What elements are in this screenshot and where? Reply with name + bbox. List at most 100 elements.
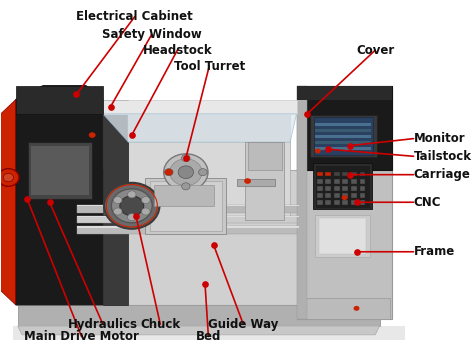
Bar (343, 200, 348, 205)
Polygon shape (16, 170, 384, 305)
Polygon shape (0, 100, 16, 305)
Polygon shape (16, 86, 103, 114)
Text: Main Drive Motor: Main Drive Motor (24, 330, 139, 343)
Bar (334, 193, 340, 198)
Bar (77, 226, 299, 234)
Circle shape (0, 169, 19, 186)
Bar (154, 185, 213, 206)
Polygon shape (16, 86, 103, 305)
Bar (334, 179, 340, 184)
Polygon shape (13, 326, 405, 340)
Bar (317, 179, 323, 184)
Circle shape (120, 196, 144, 216)
Circle shape (3, 173, 13, 182)
Bar (359, 186, 365, 191)
Circle shape (164, 169, 173, 176)
Bar (359, 172, 365, 176)
Polygon shape (297, 86, 392, 170)
Bar (315, 135, 372, 138)
Text: Cover: Cover (356, 44, 394, 57)
Circle shape (104, 183, 159, 229)
Text: Electrical Cabinet: Electrical Cabinet (76, 10, 193, 23)
Circle shape (182, 183, 190, 190)
Bar (359, 179, 365, 184)
Circle shape (170, 159, 202, 186)
Bar (326, 193, 331, 198)
Bar (334, 186, 340, 191)
Bar (315, 165, 370, 208)
Circle shape (114, 208, 122, 215)
Bar (317, 186, 323, 191)
Bar (315, 147, 372, 150)
Circle shape (128, 191, 136, 198)
Bar (77, 216, 299, 223)
Text: Tailstock: Tailstock (413, 150, 472, 163)
Bar (351, 193, 357, 198)
Polygon shape (18, 326, 380, 335)
Bar (359, 200, 365, 205)
Bar (77, 216, 299, 217)
Polygon shape (103, 100, 128, 305)
Bar (326, 179, 331, 184)
Bar (317, 172, 323, 176)
Circle shape (354, 306, 359, 311)
Text: Chuck: Chuck (140, 318, 181, 331)
Bar (315, 141, 372, 144)
Bar (343, 179, 348, 184)
Polygon shape (297, 86, 307, 319)
Bar (319, 218, 366, 253)
Polygon shape (18, 305, 380, 326)
Bar (317, 200, 323, 205)
Bar (237, 179, 275, 186)
Bar (310, 115, 376, 157)
Bar (77, 226, 299, 228)
Circle shape (128, 214, 136, 221)
Circle shape (142, 197, 150, 204)
Circle shape (114, 197, 122, 204)
Bar (77, 205, 299, 213)
Circle shape (164, 154, 208, 191)
Circle shape (142, 208, 150, 215)
Circle shape (342, 195, 347, 200)
Bar (315, 129, 372, 132)
Text: Carriage: Carriage (413, 168, 470, 181)
Bar (334, 172, 340, 176)
Polygon shape (103, 114, 297, 142)
Text: Bed: Bed (196, 330, 221, 343)
Bar (343, 193, 348, 198)
Bar (351, 200, 357, 205)
Polygon shape (16, 86, 103, 114)
Text: Guide Way: Guide Way (208, 318, 279, 331)
Bar (177, 172, 194, 222)
Bar (313, 118, 373, 154)
Bar (326, 200, 331, 205)
Polygon shape (128, 114, 290, 220)
Circle shape (244, 178, 251, 184)
Bar (351, 186, 357, 191)
Text: Monitor: Monitor (413, 132, 465, 145)
Text: Tool Turret: Tool Turret (173, 60, 245, 73)
Bar (326, 186, 331, 191)
Bar (359, 193, 365, 198)
Bar (246, 142, 284, 220)
Bar (315, 123, 372, 126)
Text: Headstock: Headstock (143, 44, 212, 57)
Polygon shape (297, 86, 392, 100)
Circle shape (315, 148, 321, 153)
Bar (150, 181, 222, 230)
Bar (334, 200, 340, 205)
Bar (77, 205, 299, 207)
Text: Frame: Frame (413, 245, 455, 258)
Bar (326, 172, 331, 176)
Circle shape (111, 189, 152, 223)
Bar (351, 172, 357, 176)
Circle shape (89, 132, 96, 138)
Text: CNC: CNC (413, 196, 441, 209)
Polygon shape (103, 100, 297, 114)
Circle shape (182, 154, 190, 162)
Text: Hydraulics: Hydraulics (68, 318, 138, 331)
Polygon shape (297, 86, 392, 319)
Bar (313, 163, 372, 209)
Bar (343, 186, 348, 191)
Polygon shape (146, 178, 226, 234)
